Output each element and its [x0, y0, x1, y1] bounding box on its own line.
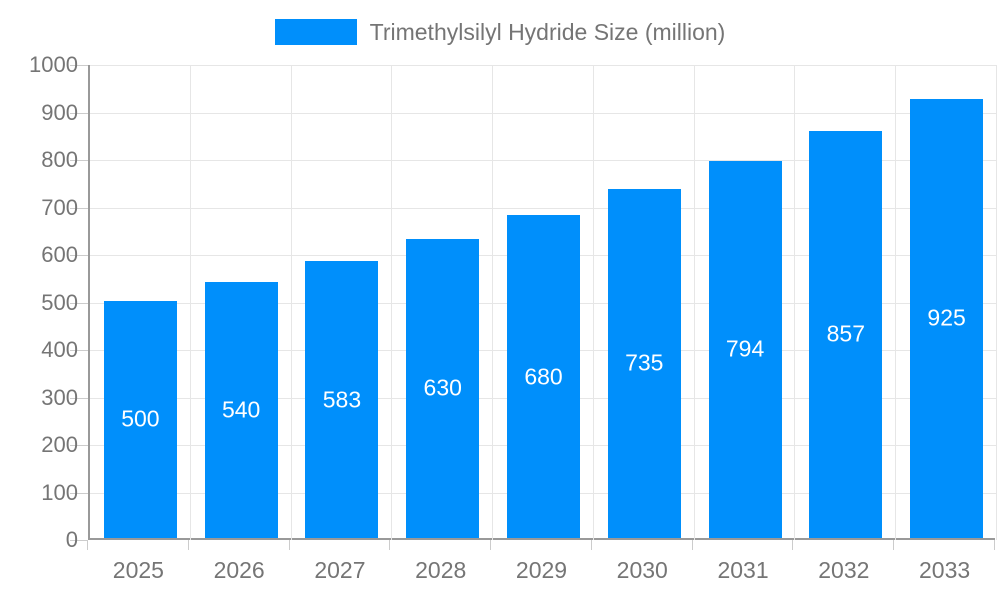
bar-value-label: 500 [121, 405, 160, 432]
bar-2028[interactable]: 630 [406, 238, 480, 538]
y-axis-tick [70, 492, 88, 494]
x-axis-tick [691, 540, 693, 550]
y-axis-tick [70, 540, 88, 541]
y-axis-tick-label: 900 [41, 99, 78, 125]
y-axis-tick [70, 255, 88, 256]
y-axis-tick [70, 65, 88, 66]
x-axis-tick [994, 540, 995, 550]
bar-2026[interactable]: 540 [204, 281, 278, 538]
y-axis-tick [70, 112, 88, 114]
y-axis-tick-label: 100 [41, 479, 78, 505]
x-axis-tick-label: 2028 [415, 557, 467, 583]
y-axis-tick-label: 200 [41, 432, 78, 457]
y-axis-tick-label: 600 [41, 242, 78, 267]
gridline-horizontal [90, 112, 997, 114]
x-axis-tick-label: 2033 [919, 557, 971, 583]
gridline-vertical [492, 65, 494, 540]
y-axis-tick [70, 397, 88, 399]
bar-2031[interactable]: 794 [708, 160, 782, 538]
y-axis-tick-label: 0 [65, 527, 78, 552]
gridline-vertical [391, 65, 393, 540]
y-axis-tick [70, 160, 88, 161]
y-axis-tick-label: 1000 [29, 52, 78, 77]
legend[interactable]: Trimethylsilyl Hydride Size (million) [0, 17, 1000, 47]
y-axis-tick [70, 207, 88, 209]
bar-value-label: 680 [524, 363, 563, 389]
x-axis-tick [893, 540, 895, 550]
x-axis-tick [187, 540, 189, 550]
x-axis-tick-label: 2026 [213, 557, 265, 583]
y-axis-tick-label: 500 [41, 289, 78, 315]
x-axis-tick [490, 540, 492, 550]
bar-value-label: 630 [423, 374, 462, 401]
plot-area: 500 540 583 630 680 735 794 857 925 [88, 65, 997, 540]
gridline-horizontal [90, 160, 997, 161]
x-axis-tick-label: 2032 [818, 557, 870, 583]
x-axis-tick [87, 540, 88, 550]
gridline-vertical [996, 65, 997, 540]
bar-value-label: 794 [725, 335, 765, 362]
gridline-vertical [895, 65, 897, 540]
x-axis-tick [590, 540, 592, 550]
y-axis-tick [70, 445, 88, 446]
y-axis-tick [70, 350, 88, 351]
bar-2030[interactable]: 735 [607, 188, 681, 538]
x-axis-tick [288, 540, 290, 550]
x-axis-tick-label: 2031 [717, 557, 769, 583]
gridline-vertical [189, 65, 191, 540]
legend-swatch [274, 19, 357, 45]
legend-label: Trimethylsilyl Hydride Size (million) [369, 19, 726, 45]
x-axis-tick-label: 2029 [515, 557, 568, 583]
bar-value-label: 583 [322, 386, 362, 413]
gridline-vertical [693, 65, 695, 540]
bar-2033[interactable]: 925 [910, 98, 984, 538]
x-axis-tick [389, 540, 391, 550]
bar-2032[interactable]: 857 [809, 130, 883, 538]
gridline-horizontal [90, 207, 997, 209]
y-axis-tick-label: 800 [41, 147, 78, 172]
x-axis-tick [792, 540, 794, 550]
y-axis-tick-label: 400 [41, 337, 78, 362]
y-axis-tick [70, 302, 88, 304]
x-axis-tick-label: 2030 [616, 557, 668, 583]
bar-value-label: 925 [927, 304, 966, 331]
bar-value-label: 540 [221, 396, 261, 423]
bar-2027[interactable]: 583 [305, 261, 379, 538]
y-axis-tick-label: 700 [41, 194, 78, 220]
x-axis-tick-label: 2025 [112, 557, 164, 583]
y-axis-tick-label: 300 [41, 384, 78, 410]
bar-2025[interactable]: 500 [103, 300, 177, 538]
gridline-vertical [290, 65, 292, 540]
gridline-vertical [794, 65, 796, 540]
bar-value-label: 857 [826, 320, 866, 347]
gridline-vertical [592, 65, 594, 540]
bar-2029[interactable]: 680 [507, 215, 580, 538]
bar-value-label: 735 [625, 349, 664, 376]
x-axis-tick-label: 2027 [314, 557, 366, 583]
gridline-horizontal [90, 65, 997, 66]
